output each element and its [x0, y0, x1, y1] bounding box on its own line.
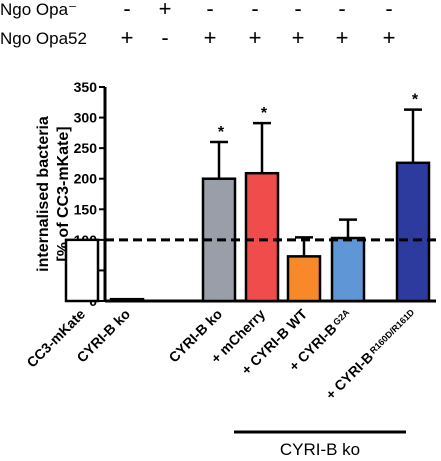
- plus-symbol: +: [383, 25, 396, 50]
- bar: [395, 161, 431, 303]
- y-tick-label: 300: [74, 110, 98, 126]
- significance-marker: *: [261, 105, 268, 122]
- bars: * * *: [64, 92, 436, 303]
- significance-marker: *: [412, 92, 419, 109]
- bar: [286, 255, 322, 303]
- minus-symbol: -: [161, 25, 168, 50]
- bar: [64, 238, 100, 303]
- bar: [109, 297, 145, 303]
- plus-symbol: +: [249, 25, 262, 50]
- plus-symbol: +: [204, 25, 217, 50]
- significance-marker: *: [218, 124, 225, 141]
- y-axis-label: internalised bacteria [% of CC3-mKate]: [35, 116, 72, 272]
- minus-symbol: -: [294, 0, 301, 21]
- minus-symbol: -: [206, 0, 213, 21]
- plus-symbol: +: [159, 0, 172, 21]
- plus-symbol: +: [336, 25, 349, 50]
- y-tick-label: 350: [74, 79, 98, 95]
- group-bracket: CYRI-B ko: [234, 430, 406, 459]
- opa-condition-table: Ngo Opa⁻ - + - - - - - Ngo Opa52 + - + + + + +: [0, 0, 395, 50]
- y-tick-label: 200: [74, 171, 98, 187]
- minus-symbol: -: [251, 0, 258, 21]
- minus-symbol: -: [338, 0, 345, 21]
- y-tick-label: 250: [74, 140, 98, 156]
- bar: [330, 236, 366, 303]
- header-row-label: Ngo Opa52: [0, 29, 87, 48]
- y-tick-label: 150: [74, 201, 98, 217]
- minus-symbol: -: [385, 0, 392, 21]
- minus-symbol: -: [123, 0, 130, 21]
- plus-symbol: +: [292, 25, 305, 50]
- bar: [244, 171, 280, 303]
- header-row-label: Ngo Opa⁻: [0, 0, 77, 19]
- group-label: CYRI-B ko: [280, 440, 360, 459]
- category-label: CC3-mKate: [23, 306, 88, 371]
- plus-symbol: +: [121, 25, 134, 50]
